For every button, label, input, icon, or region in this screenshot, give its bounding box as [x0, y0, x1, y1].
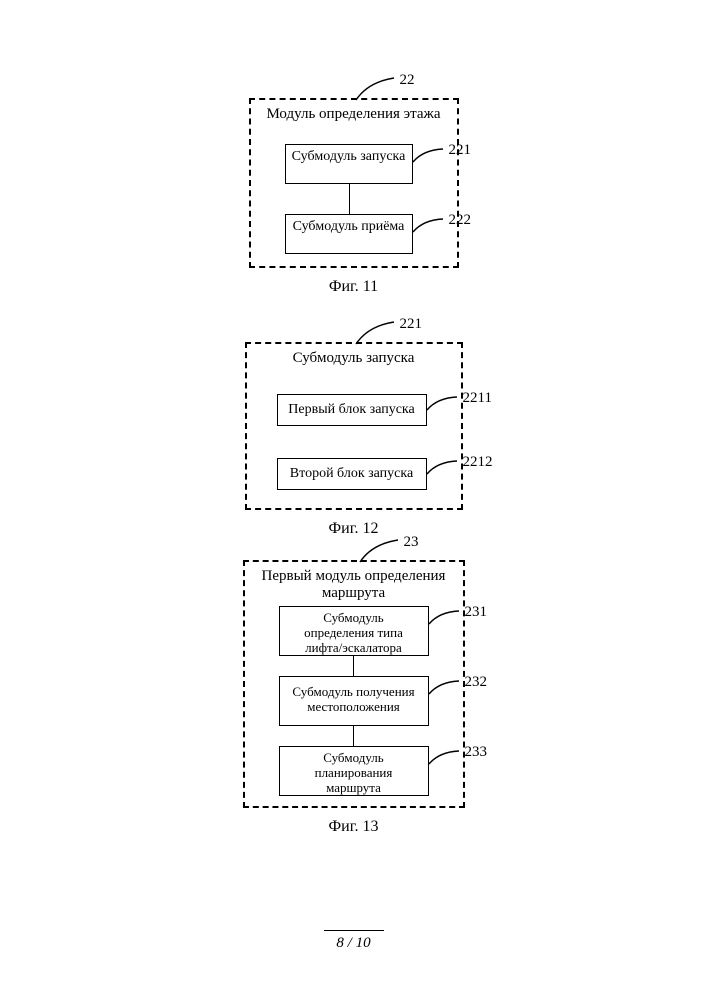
- ref-lead-2212: [427, 460, 461, 478]
- figure-11: 22 Модуль определения этажа Субмодуль за…: [204, 98, 504, 278]
- fig13-container: Первый модуль определения маршрута Субмо…: [243, 560, 465, 808]
- fig11-box1: Субмодуль запуска: [285, 144, 413, 184]
- ref-label-2211: 2211: [463, 390, 492, 407]
- ref-label-22: 22: [400, 72, 415, 89]
- fig11-title: Модуль определения этажа: [251, 106, 457, 123]
- ref-label-23: 23: [404, 534, 419, 551]
- fig13-connector-2: [353, 726, 355, 746]
- ref-lead-231: [429, 610, 463, 628]
- fig13-box1-label: Субмодуль определения типа лифта/эскалат…: [286, 611, 422, 656]
- fig13-box3-label: Субмодуль планирования маршрута: [286, 751, 422, 796]
- ref-label-233: 233: [465, 744, 488, 761]
- fig11-container: Модуль определения этажа Субмодуль запус…: [249, 98, 459, 268]
- fig12-title: Субмодуль запуска: [247, 350, 461, 367]
- fig11-box2: Субмодуль приёма: [285, 214, 413, 254]
- fig12-container: Субмодуль запуска Первый блок запуска 22…: [245, 342, 463, 510]
- page-number: 8 / 10: [324, 930, 384, 952]
- fig12-box2-label: Второй блок запуска: [290, 466, 413, 481]
- ref-label-221b: 221: [400, 316, 423, 333]
- ref-label-231: 231: [465, 604, 488, 621]
- ref-label-232: 232: [465, 674, 488, 691]
- ref-label-221: 221: [449, 142, 472, 159]
- ref-lead-221: [413, 148, 447, 166]
- figure-12: 221 Субмодуль запуска Первый блок запуск…: [194, 342, 514, 522]
- fig11-box2-label: Субмодуль приёма: [292, 219, 406, 235]
- fig13-box3: Субмодуль планирования маршрута: [279, 746, 429, 796]
- page: 22 Модуль определения этажа Субмодуль за…: [0, 0, 707, 1000]
- fig13-connector-1: [353, 656, 355, 676]
- fig12-box2: Второй блок запуска: [277, 458, 427, 490]
- fig11-box1-label: Субмодуль запуска: [292, 149, 406, 165]
- fig12-caption: Фиг. 12: [329, 520, 379, 538]
- fig13-caption: Фиг. 13: [329, 818, 379, 836]
- fig13-title: Первый модуль определения маршрута: [245, 568, 463, 603]
- ref-label-222: 222: [449, 212, 472, 229]
- fig13-box2: Субмодуль получения местоположения: [279, 676, 429, 726]
- ref-label-2212: 2212: [463, 454, 493, 471]
- fig11-caption: Фиг. 11: [329, 278, 378, 296]
- ref-lead-2211: [427, 396, 461, 414]
- fig12-box1: Первый блок запуска: [277, 394, 427, 426]
- fig12-box1-label: Первый блок запуска: [288, 402, 414, 417]
- fig13-box1: Субмодуль определения типа лифта/эскалат…: [279, 606, 429, 656]
- fig13-box2-label: Субмодуль получения местоположения: [286, 685, 422, 715]
- figure-13: 23 Первый модуль определения маршрута Су…: [194, 560, 514, 820]
- fig11-connector: [349, 184, 351, 214]
- ref-lead-232: [429, 680, 463, 698]
- ref-lead-233: [429, 750, 463, 768]
- ref-lead-222: [413, 218, 447, 236]
